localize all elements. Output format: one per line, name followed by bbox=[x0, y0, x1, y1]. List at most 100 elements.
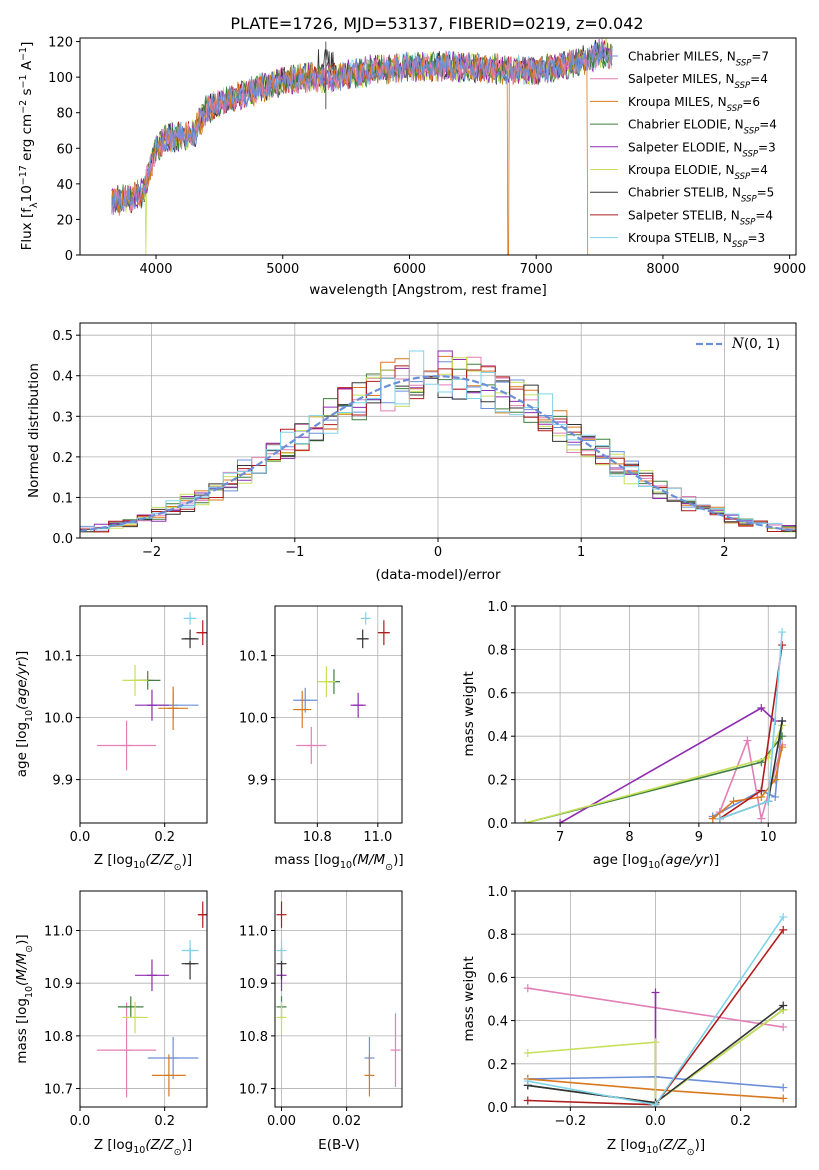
label-part: )] bbox=[14, 651, 30, 662]
error-bar-point bbox=[122, 1001, 148, 1034]
spectrum-border bbox=[79, 37, 797, 256]
age-weight-y-label: mass weight bbox=[461, 671, 477, 756]
label-part: (Z/Z bbox=[658, 1137, 687, 1153]
figure-title: PLATE=1726, MJD=53137, FIBERID=0219, z=0… bbox=[230, 14, 643, 33]
label-part: 10 bbox=[19, 185, 35, 202]
weight-marker bbox=[764, 797, 773, 806]
x-tick-label: −0.2 bbox=[555, 1114, 587, 1129]
weight-marker bbox=[651, 988, 660, 997]
x-tick-label: 7000 bbox=[520, 262, 553, 277]
label-part: Kroupa STELIB, N bbox=[628, 231, 732, 245]
x-tick-label: 0.02 bbox=[332, 1114, 361, 1129]
label-part: ⊙ bbox=[687, 1147, 695, 1158]
label-part: −17 bbox=[18, 165, 29, 185]
Z-weight-x-label: Z [log10(Z/Z⊙)] bbox=[607, 1137, 705, 1158]
y-tick-label: 0.6 bbox=[487, 971, 508, 986]
legend-label: N(0, 1) bbox=[731, 336, 780, 352]
x-tick-label: 4000 bbox=[139, 262, 172, 277]
legend-label: Salpeter MILES, NSSP=4 bbox=[628, 72, 768, 91]
error-bar-point bbox=[390, 1013, 401, 1087]
error-bar-point bbox=[296, 726, 327, 765]
label-part: =4 bbox=[759, 118, 777, 132]
label-part: 10 bbox=[648, 860, 660, 871]
age-weight-border bbox=[514, 605, 797, 824]
weight-series-line bbox=[719, 631, 783, 820]
weight-marker bbox=[757, 814, 766, 823]
label-part: Salpeter STELIB, N bbox=[628, 208, 740, 222]
y-tick-label: 0.0 bbox=[487, 817, 508, 832]
legend-label: Salpeter STELIB, NSSP=4 bbox=[628, 208, 773, 227]
y-tick-label: 10.8 bbox=[44, 1030, 73, 1045]
label-part: =6 bbox=[742, 95, 760, 109]
residuals-plot-area bbox=[80, 350, 796, 533]
age-weight-axes: 7 8 9 10 0.0 0.2 0.4 0.6 0.8 1.0 bbox=[487, 600, 797, 845]
error-bar-point bbox=[350, 692, 366, 718]
Z-mass-y-label: mass [log10(M/M⊙)] bbox=[14, 934, 35, 1063]
y-tick-label: 0.2 bbox=[52, 451, 73, 466]
error-bar-point bbox=[181, 939, 199, 962]
label-part: (M/M bbox=[352, 852, 385, 868]
mass-age-border bbox=[274, 605, 403, 824]
EBV-mass-x-label: E(B-V) bbox=[318, 1137, 360, 1153]
error-bar-point bbox=[293, 687, 318, 713]
spectrum-y-label: Flux [fλ10−17 erg cm−2 s−1 A−1] bbox=[18, 42, 40, 251]
y-tick-label: 11.0 bbox=[44, 925, 73, 940]
error-bar-point bbox=[122, 664, 148, 696]
error-bar-point bbox=[196, 620, 207, 646]
label-part: SSP bbox=[735, 172, 751, 182]
y-tick-label: 80 bbox=[56, 107, 73, 122]
legend-label: Kroupa MILES, NSSP=6 bbox=[628, 95, 760, 114]
label-part: )] bbox=[182, 1137, 193, 1153]
Z-age-axes: 0.0 0.2 9.9 10.0 10.1 bbox=[44, 605, 208, 845]
label-part: (age/yr bbox=[14, 660, 30, 710]
mass-age-x-label: mass [log10(M/M⊙)] bbox=[274, 852, 403, 873]
y-tick-label: 0.2 bbox=[487, 1058, 508, 1073]
y-tick-label: 10.0 bbox=[239, 712, 268, 727]
x-tick-label: 0.0 bbox=[70, 1114, 91, 1129]
weight-marker bbox=[523, 1077, 532, 1086]
label-part: Z [log bbox=[94, 1137, 133, 1153]
Z-mass-frame: 0.0 0.2 10.7 10.8 10.9 11.0 bbox=[44, 890, 208, 1129]
y-tick-label: 0.4 bbox=[487, 730, 508, 745]
x-tick-label: 0.00 bbox=[267, 1114, 296, 1129]
x-tick-label: 5000 bbox=[266, 262, 299, 277]
x-tick-label: 8 bbox=[625, 830, 633, 845]
age-weight-plot-area bbox=[521, 628, 787, 823]
label-part: age [log bbox=[14, 722, 30, 777]
EBV-mass-axes: 0.00 0.02 10.7 10.8 10.9 11.0 bbox=[239, 890, 403, 1129]
error-bar-point bbox=[96, 720, 157, 771]
residuals-y-label: Normed distribution bbox=[26, 363, 42, 498]
label-part: erg cm bbox=[19, 114, 35, 165]
error-bar-point bbox=[356, 629, 369, 649]
weight-marker bbox=[523, 1049, 532, 1057]
weight-marker bbox=[771, 792, 780, 801]
Z-age-frame: 0.0 0.2 9.9 10.0 10.1 bbox=[44, 605, 208, 845]
x-tick-label: 0.0 bbox=[70, 830, 91, 845]
y-tick-label: 60 bbox=[56, 142, 73, 157]
legend-label: Salpeter ELODIE, NSSP=3 bbox=[628, 140, 776, 159]
residuals-axes: −2 −1 0 1 2 0.0 0.1 0.2 0.3 0.4 0.5 bbox=[52, 322, 797, 560]
y-tick-label: 0.4 bbox=[52, 370, 73, 385]
label-part: (Z/Z bbox=[145, 852, 174, 868]
label-part: 10 bbox=[24, 986, 35, 998]
label-part: mass [log bbox=[274, 852, 340, 868]
Z-weight-y-label: mass weight bbox=[461, 956, 477, 1041]
label-part: =5 bbox=[757, 186, 775, 200]
label-part: Chabrier STELIB, N bbox=[628, 186, 741, 200]
label-part: −1 bbox=[18, 47, 29, 61]
x-tick-label: 11.0 bbox=[363, 830, 392, 845]
label-part: −1 bbox=[18, 74, 29, 88]
y-tick-label: 100 bbox=[48, 71, 73, 86]
Z-age-plot-area bbox=[96, 612, 207, 771]
spectrum-series-line bbox=[111, 42, 613, 216]
x-tick-label: 0 bbox=[434, 545, 442, 560]
spectrum-x-label: wavelength [Angstrom, rest frame] bbox=[309, 282, 547, 298]
weight-marker bbox=[521, 819, 530, 823]
error-bar-point bbox=[135, 689, 169, 721]
label-part: SSP bbox=[735, 81, 751, 91]
Z-age-y-label: age [log10(age/yr)] bbox=[14, 651, 35, 777]
y-tick-label: 10.9 bbox=[239, 977, 268, 992]
label-part: λ bbox=[29, 202, 40, 208]
weight-marker bbox=[779, 1083, 788, 1092]
